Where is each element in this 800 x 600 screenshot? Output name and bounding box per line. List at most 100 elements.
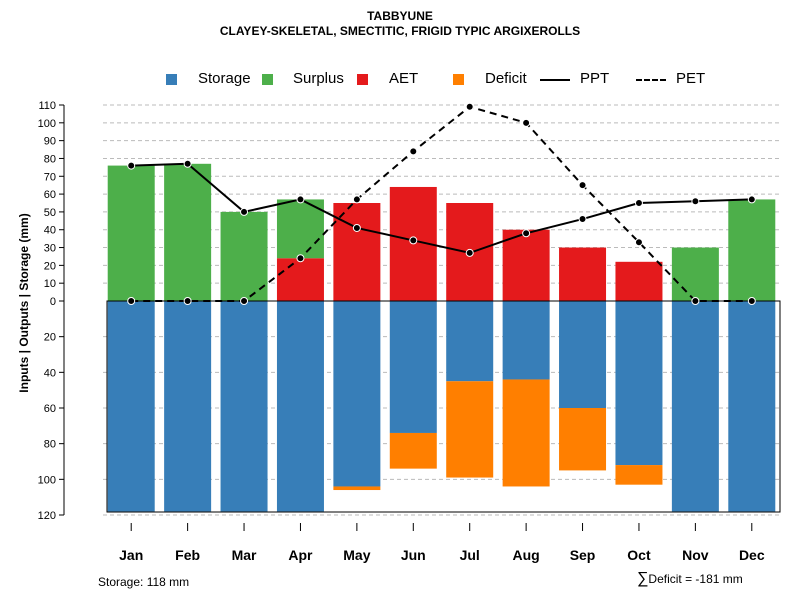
x-tick-label: May (343, 547, 370, 563)
chart-subtitle: CLAYEY-SKELETAL, SMECTITIC, FRIGID TYPIC… (219, 24, 581, 38)
legend-swatch-storage (166, 74, 177, 85)
bar-storage (671, 301, 719, 512)
y-tick-label: 60 (44, 403, 56, 415)
x-tick-label: Dec (739, 547, 765, 563)
bar-aet (615, 261, 663, 301)
pet-line-point (240, 297, 249, 305)
pet-line-point (747, 297, 756, 305)
bar-deficit (559, 408, 607, 471)
ppt-line-point (296, 195, 305, 204)
bar-storage (615, 301, 663, 466)
pet-line-point (522, 118, 531, 127)
chart-title: TABBYUNE (367, 9, 433, 23)
y-tick-label: 110 (38, 100, 56, 112)
legend-label-storage: Storage (198, 70, 251, 87)
y-tick-label: 80 (44, 439, 56, 451)
y-tick-label: 100 (38, 118, 56, 130)
sigma-icon: ∑ (637, 570, 649, 587)
legend-label-surplus: Surplus (293, 70, 344, 87)
y-tick-label: 40 (44, 367, 56, 379)
bar-surplus (671, 247, 719, 301)
x-tick-label: Sep (570, 547, 596, 563)
bar-storage (276, 301, 324, 512)
bar-aet (559, 247, 607, 301)
legend-line-ppt (540, 79, 570, 81)
x-tick-label: Aug (513, 547, 540, 563)
y-tick-label: 0 (50, 296, 56, 308)
deficit-note-text: Deficit = -181 mm (648, 572, 743, 586)
bar-storage (389, 301, 437, 433)
pet-line-point (634, 238, 643, 247)
ppt-line-point (522, 229, 531, 238)
bar-deficit (446, 381, 494, 478)
deficit-note: ∑Deficit = -181 mm (637, 570, 743, 588)
ppt-line-point (747, 195, 756, 204)
y-tick-label: 10 (44, 278, 56, 290)
bar-surplus (728, 199, 776, 301)
bar-deficit (615, 465, 663, 485)
bar-storage (728, 301, 776, 512)
pet-line (131, 105, 752, 302)
y-tick-label: 70 (44, 171, 56, 183)
pet-line-point (578, 181, 587, 190)
ppt-line-point (578, 215, 587, 224)
legend-label-pet: PET (676, 70, 706, 87)
pet-line-point (691, 297, 700, 305)
pet-line-point (296, 254, 305, 263)
bar-deficit (389, 432, 437, 469)
x-tick-label: Feb (175, 547, 200, 563)
legend-label-deficit: Deficit (485, 70, 527, 87)
pet-line-point (465, 102, 474, 111)
ppt-line-point (352, 223, 361, 232)
chart-legend: Storage Surplus AET Deficit PPT PET (0, 70, 800, 90)
legend-swatch-deficit (453, 74, 464, 85)
x-tick-label: Oct (627, 547, 651, 563)
pet-line-point (127, 297, 136, 305)
bar-surplus (276, 199, 324, 259)
y-tick-label: 60 (44, 189, 56, 201)
x-tick-label: Jan (119, 547, 143, 563)
bar-deficit (502, 379, 550, 487)
bar-storage (220, 301, 268, 512)
storage-note: Storage: 118 mm (98, 575, 190, 589)
ppt-line-point (127, 161, 136, 170)
bar-surplus (220, 211, 268, 301)
ppt-line-point (183, 159, 192, 168)
legend-swatch-aet (357, 74, 368, 85)
y-tick-label: 30 (44, 243, 56, 255)
y-axis-label: Inputs | Outputs | Storage (mm) (17, 213, 31, 392)
bar-storage (559, 301, 607, 408)
bar-storage (446, 301, 494, 382)
ppt-line (131, 162, 752, 254)
y-tick-label: 20 (44, 332, 56, 344)
bar-aet (276, 258, 324, 301)
x-tick-label: Jul (460, 547, 480, 563)
x-tick-label: Jun (401, 547, 426, 563)
bar-storage (333, 301, 381, 487)
ppt-line-point (691, 197, 700, 206)
bar-surplus (164, 163, 212, 301)
bar-storage (107, 301, 155, 512)
y-tick-label: 50 (44, 207, 56, 219)
legend-line-pet (636, 79, 666, 81)
y-tick-label: 120 (38, 510, 56, 522)
pet-line-point (352, 195, 361, 204)
legend-swatch-surplus (262, 74, 273, 85)
ppt-line-point (634, 199, 643, 207)
ppt-line-point (409, 236, 418, 245)
x-tick-label: Mar (232, 547, 257, 563)
y-tick-label: 20 (44, 260, 56, 272)
legend-label-ppt: PPT (580, 70, 610, 87)
y-tick-label: 100 (38, 474, 56, 486)
bar-storage (502, 301, 550, 380)
y-tick-label: 90 (44, 136, 56, 148)
bar-storage (164, 301, 212, 512)
bar-aet (502, 229, 550, 301)
x-tick-label: Apr (288, 547, 313, 563)
y-tick-label: 80 (44, 153, 56, 165)
x-tick-label: Nov (682, 547, 709, 563)
bar-surplus (107, 165, 155, 301)
legend-label-aet: AET (389, 70, 419, 87)
pet-line-point (409, 147, 418, 156)
